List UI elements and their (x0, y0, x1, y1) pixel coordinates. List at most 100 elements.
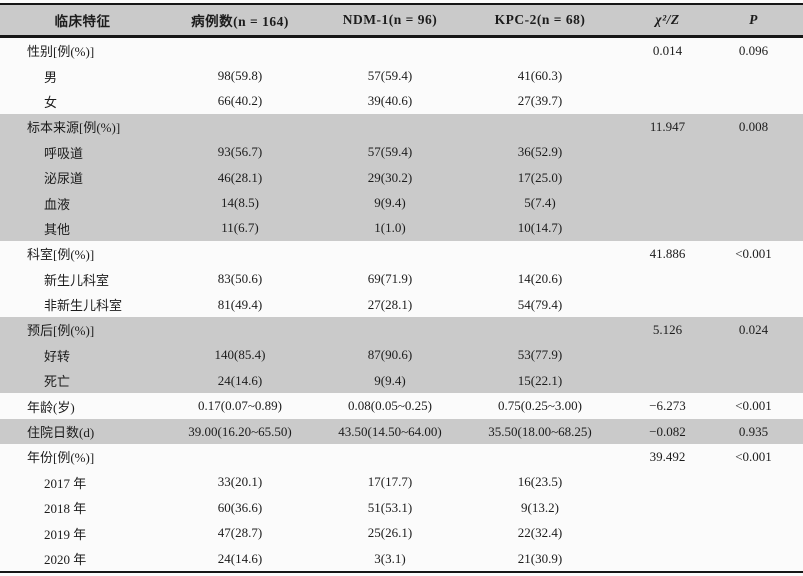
cell-ndm1: 1(1.0) (315, 215, 465, 242)
cell-p-value (720, 292, 803, 317)
cell-chi-square-z (615, 495, 720, 520)
col-header-chi-square-z: χ²/Z (615, 4, 720, 38)
cell-chi-square-z (615, 342, 720, 369)
category-row: 预后[例(%)] 5.126 0.024 (0, 317, 803, 343)
cell-ndm1: 57(59.4) (315, 139, 465, 165)
cell-p-value: <0.001 (735, 245, 772, 261)
cell-kpc2: 54(79.4) (517, 296, 563, 312)
cell-chi-square-z (615, 470, 720, 495)
cell-ndm1: 9(9.4) (315, 368, 465, 394)
cell-chi-square-z: 5.126 (615, 317, 720, 343)
cell-ndm1: 51(53.1) (367, 499, 413, 515)
cell-total-cases (165, 241, 315, 266)
data-row: 呼吸道 93(56.7) 57(59.4) 36(52.9) (0, 139, 803, 165)
data-row: 泌尿道 46(28.1) 29(30.2) 17(25.0) (0, 164, 803, 191)
cell-ndm1: 39(40.6) (367, 93, 413, 109)
cell-kpc2: 16(23.5) (517, 474, 563, 490)
cell-chi-square-z (615, 89, 720, 114)
cell-kpc2: 22(32.4) (517, 525, 563, 541)
row-label: 科室[例(%)] (27, 247, 95, 263)
row-label: 泌尿道 (0, 164, 165, 191)
cell-p-value (720, 139, 803, 165)
cell-chi-square-z (615, 63, 720, 88)
row-label: 非新生儿科室 (44, 298, 123, 314)
cell-kpc2 (465, 317, 615, 343)
cell-total-cases (165, 444, 315, 469)
cell-total-cases: 98(59.8) (217, 68, 263, 84)
cell-total-cases: 93(56.7) (165, 139, 315, 165)
cell-p-value (720, 368, 803, 394)
cell-p-value (720, 546, 803, 572)
cell-ndm1: 29(30.2) (315, 164, 465, 191)
category-row: 年龄(岁) 0.17(0.07~0.89) 0.08(0.05~0.25) 0.75(… (0, 393, 803, 418)
cell-ndm1 (315, 37, 465, 64)
row-label: 标本来源[例(%)] (0, 114, 165, 140)
data-row: 血液 14(8.5) 9(9.4) 5(7.4) (0, 190, 803, 216)
cell-p-value (720, 520, 803, 545)
cell-chi-square-z (615, 520, 720, 545)
cell-total-cases: 81(49.4) (217, 296, 263, 312)
cell-ndm1: 9(9.4) (315, 190, 465, 216)
cell-kpc2: 14(20.6) (517, 271, 563, 287)
cell-ndm1 (315, 241, 465, 266)
cell-total-cases: 83(50.6) (217, 271, 263, 287)
cell-ndm1: 3(3.1) (374, 550, 406, 566)
cell-chi-square-z (615, 292, 720, 317)
table-header: 临床特征 病例数(n = 164) NDM-1(n = 96) KPC-2(n … (0, 4, 803, 38)
cell-chi-square-z (615, 368, 720, 394)
data-row: 2017 年 33(20.1) 17(17.7) 16(23.5) (0, 470, 803, 495)
cell-p-value: <0.001 (735, 448, 772, 464)
cell-chi-square-z: −0.082 (615, 418, 720, 445)
cell-p-value (720, 495, 803, 520)
row-label: 男 (44, 69, 58, 85)
cell-p-value (720, 190, 803, 216)
data-row: 2020 年 24(14.6) 3(3.1) 21(30.9) (0, 546, 803, 572)
row-label: 女 (44, 94, 58, 110)
cell-p-value: 0.096 (738, 42, 769, 58)
row-label: 2019 年 (44, 526, 87, 542)
cell-kpc2: 27(39.7) (517, 93, 563, 109)
row-label: 住院日数(d) (0, 418, 165, 445)
cell-total-cases: 33(20.1) (217, 474, 263, 490)
col-header-p-value: P (720, 4, 803, 38)
cell-total-cases: 66(40.2) (217, 93, 263, 109)
cell-chi-square-z (615, 190, 720, 216)
cell-total-cases: 39.00(16.20~65.50) (165, 418, 315, 445)
cell-chi-square-z (615, 139, 720, 165)
cell-total-cases (165, 317, 315, 343)
cell-total-cases: 24(14.6) (217, 550, 263, 566)
cell-ndm1: 27(28.1) (367, 296, 413, 312)
cell-p-value (720, 89, 803, 114)
cell-kpc2: 36(52.9) (465, 139, 615, 165)
row-label: 新生儿科室 (44, 272, 110, 288)
data-row: 2018 年 60(36.6) 51(53.1) 9(13.2) (0, 495, 803, 520)
cell-p-value (720, 164, 803, 191)
row-label: 2017 年 (44, 475, 87, 491)
row-label: 死亡 (0, 368, 165, 394)
row-label: 性别[例(%)] (27, 44, 95, 60)
clinical-characteristics-table: 临床特征 病例数(n = 164) NDM-1(n = 96) KPC-2(n … (0, 3, 803, 574)
cell-chi-square-z: −6.273 (649, 398, 686, 414)
cell-chi-square-z: 41.886 (649, 245, 686, 261)
data-row: 好转 140(85.4) 87(90.6) 53(77.9) (0, 342, 803, 369)
cell-total-cases: 140(85.4) (165, 342, 315, 369)
cell-kpc2 (465, 114, 615, 140)
category-row: 标本来源[例(%)] 11.947 0.008 (0, 114, 803, 140)
cell-total-cases: 24(14.6) (165, 368, 315, 394)
cell-chi-square-z: 11.947 (615, 114, 720, 140)
data-row: 死亡 24(14.6) 9(9.4) 15(22.1) (0, 368, 803, 394)
row-label: 血液 (0, 190, 165, 216)
cell-kpc2 (465, 37, 615, 64)
cell-kpc2: 41(60.3) (517, 68, 563, 84)
cell-chi-square-z: 0.014 (652, 42, 683, 58)
row-label: 年龄(岁) (27, 399, 75, 415)
cell-kpc2: 9(13.2) (521, 499, 559, 515)
data-row: 新生儿科室 83(50.6) 69(71.9) 14(20.6) (0, 267, 803, 292)
cell-total-cases (165, 37, 315, 64)
cell-kpc2: 53(77.9) (465, 342, 615, 369)
cell-chi-square-z: 39.492 (649, 448, 686, 464)
data-row: 2019 年 47(28.7) 25(26.1) 22(32.4) (0, 520, 803, 545)
cell-kpc2: 17(25.0) (465, 164, 615, 191)
cell-p-value (720, 470, 803, 495)
data-row: 非新生儿科室 81(49.4) 27(28.1) 54(79.4) (0, 292, 803, 317)
